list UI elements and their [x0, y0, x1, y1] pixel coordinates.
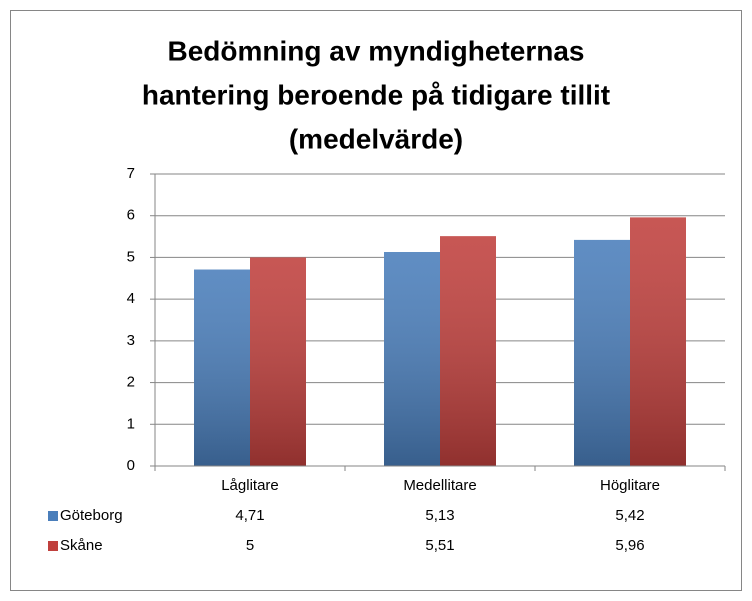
chart-title: Bedömning av myndigheternas — [168, 35, 585, 66]
bar-shade — [384, 252, 440, 466]
data-table-value: 5,42 — [615, 507, 644, 524]
y-tick-label: 0 — [127, 457, 135, 474]
bar-shade — [574, 239, 630, 466]
bar-shade — [250, 257, 306, 466]
data-table-value: 4,71 — [235, 507, 264, 524]
x-tick-label: Medellitare — [403, 477, 476, 494]
x-tick-label: Höglitare — [600, 477, 660, 494]
legend-swatch — [48, 541, 58, 551]
y-tick-label: 5 — [127, 248, 135, 265]
x-tick-label: Låglitare — [221, 477, 279, 494]
data-table-value: 5 — [246, 537, 254, 554]
bar-shade — [194, 269, 250, 466]
y-tick-label: 2 — [127, 374, 135, 391]
y-tick-label: 1 — [127, 415, 135, 432]
data-table-value: 5,96 — [615, 537, 644, 554]
legend-label: Skåne — [60, 537, 103, 554]
data-table-value: 5,13 — [425, 507, 454, 524]
y-tick-label: 4 — [127, 290, 135, 307]
bar-shade — [630, 217, 686, 466]
y-tick-label: 3 — [127, 332, 135, 349]
y-tick-label: 6 — [127, 207, 135, 224]
chart-title: (medelvärde) — [289, 123, 463, 154]
data-table-value: 5,51 — [425, 537, 454, 554]
chart-title: hantering beroende på tidigare tillit — [142, 79, 610, 110]
legend-swatch — [48, 511, 58, 521]
legend-label: Göteborg — [60, 507, 123, 524]
y-tick-label: 7 — [127, 165, 135, 182]
bar-shade — [440, 236, 496, 466]
